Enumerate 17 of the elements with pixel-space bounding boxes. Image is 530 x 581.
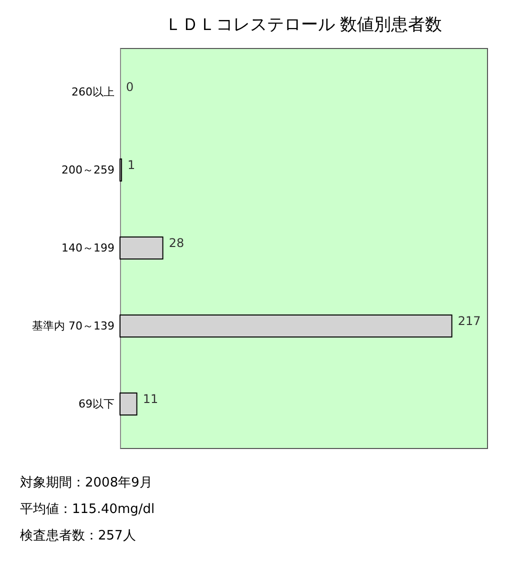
data-label: 28	[168, 236, 184, 250]
y-tick-label: 260以上	[72, 86, 114, 98]
data-label: 11	[142, 392, 158, 406]
text: 検査患者数：257人	[20, 528, 136, 544]
y-tick-label: 140～199	[62, 242, 114, 254]
bar	[120, 236, 164, 260]
y-tick-label: 69以下	[78, 398, 114, 410]
text: 対象期間：2008年9月	[20, 474, 152, 490]
data-label: 1	[128, 158, 136, 172]
y-tick-label: 200～259	[62, 164, 114, 176]
data-label: 0	[126, 80, 134, 94]
y-tick-label: 基準内 70～139	[32, 320, 114, 332]
text: 平均値：115.40mg/dl	[20, 502, 155, 517]
bar	[120, 392, 138, 416]
bar	[120, 314, 452, 338]
chart-title: ＬＤＬコレステロール 数値別患者数	[164, 15, 442, 35]
data-label: 217	[458, 314, 481, 328]
